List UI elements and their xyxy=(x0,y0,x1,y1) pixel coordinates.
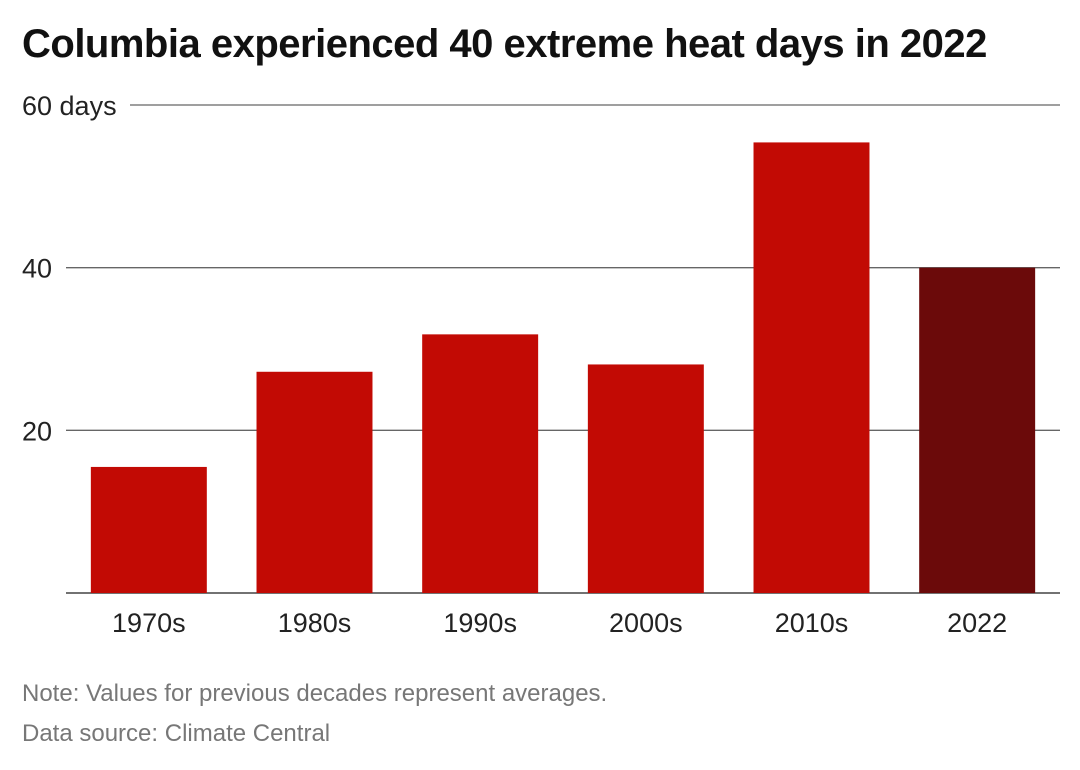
y-tick-label: 40 xyxy=(22,254,52,284)
x-tick-label: 1990s xyxy=(443,608,517,638)
chart-note: Note: Values for previous decades repres… xyxy=(22,680,608,707)
x-tick-label: 2022 xyxy=(947,608,1007,638)
bar-1990s xyxy=(422,334,539,593)
gridlines xyxy=(66,104,1060,594)
y-tick-label: 60 days xyxy=(22,91,117,121)
bar-2022 xyxy=(919,267,1036,593)
bar-2000s xyxy=(587,364,704,593)
bar-1970s xyxy=(90,466,207,593)
axis-labels: 20 40 60 days 1970s 1980s 1990s 2000s 2010s 2022 xyxy=(22,91,1007,638)
x-tick-label: 1970s xyxy=(112,608,186,638)
bars xyxy=(90,142,1036,593)
bar-1980s xyxy=(256,371,373,593)
chart-source: Data source: Climate Central xyxy=(22,720,331,747)
y-tick-label: 20 xyxy=(22,416,52,446)
x-tick-label: 1980s xyxy=(278,608,352,638)
x-tick-label: 2010s xyxy=(775,608,849,638)
chart-title: Columbia experienced 40 extreme heat day… xyxy=(22,22,987,66)
x-tick-label: 2000s xyxy=(609,608,683,638)
bar-2010s xyxy=(753,142,870,593)
